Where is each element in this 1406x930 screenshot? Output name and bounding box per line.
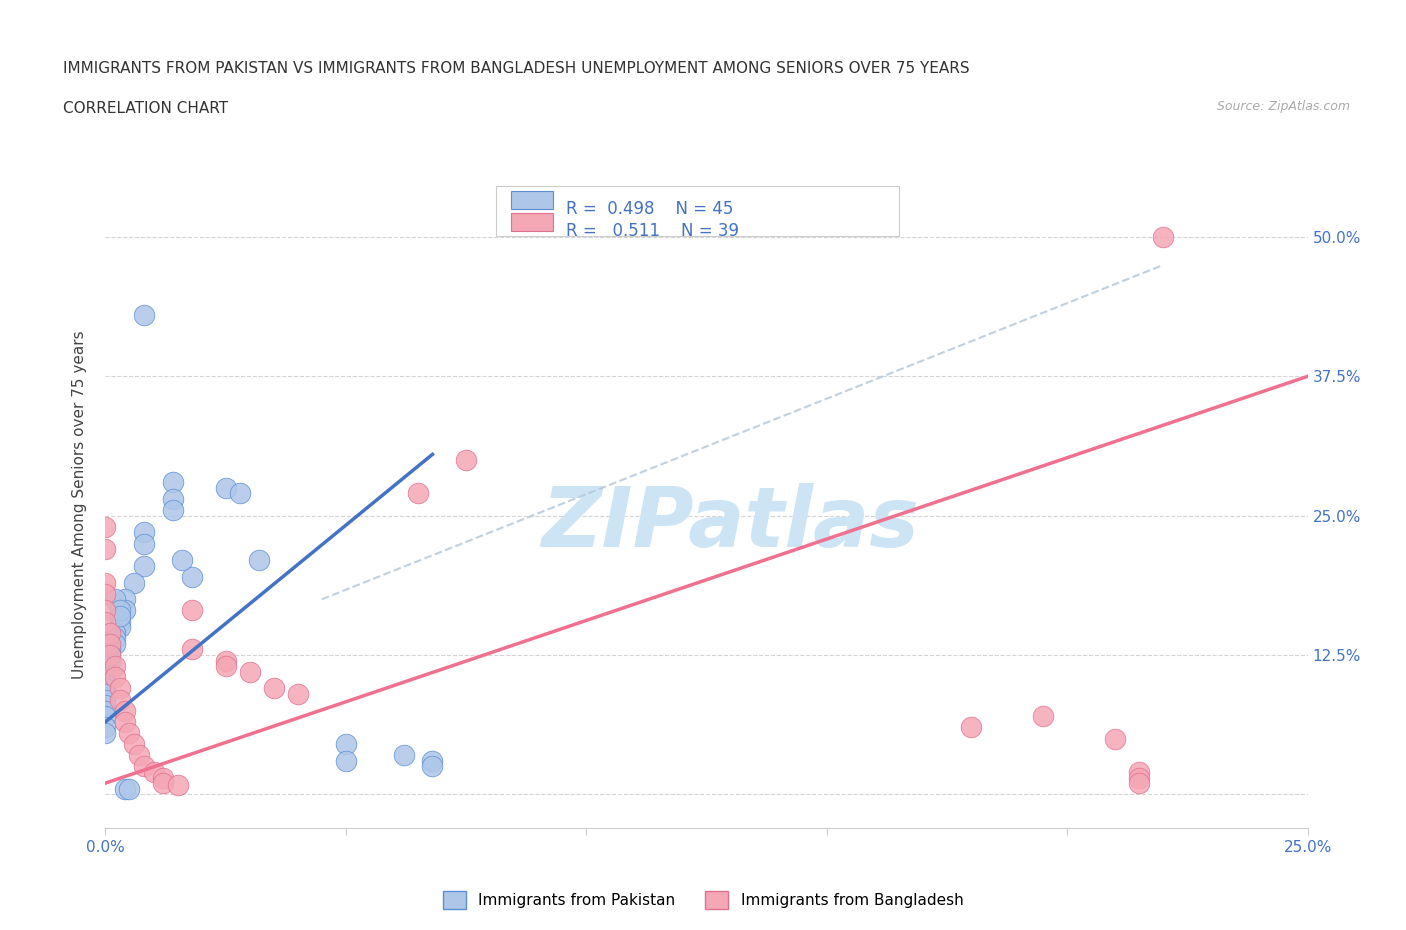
Point (1032, 709, 1054, 724)
Point (94, 670, 117, 684)
Point (114, 603, 136, 618)
Point (98, 636, 121, 651)
Point (108, 692, 131, 707)
Point (1104, 731, 1126, 746)
Point (422, 753, 444, 768)
Point (118, 781, 141, 796)
Text: R =  0.498    N = 45: R = 0.498 N = 45 (565, 200, 734, 219)
Point (94, 586, 117, 601)
Point (335, 737, 357, 751)
Point (94, 658, 117, 673)
Point (152, 770, 174, 785)
Point (960, 720, 983, 735)
Point (162, 475, 184, 490)
Point (162, 502, 184, 517)
Point (132, 308, 155, 323)
Point (94, 692, 117, 707)
Point (132, 536, 155, 551)
Point (94, 725, 117, 740)
FancyBboxPatch shape (510, 213, 553, 232)
Point (132, 759, 155, 774)
Point (392, 748, 415, 763)
Legend: Immigrants from Pakistan, Immigrants from Bangladesh: Immigrants from Pakistan, Immigrants fro… (436, 885, 970, 915)
Point (152, 776, 174, 790)
Point (335, 753, 357, 768)
Point (118, 725, 141, 740)
Point (162, 492, 184, 507)
Point (94, 675, 117, 690)
Point (94, 603, 117, 618)
Point (454, 453, 477, 468)
Point (1128, 770, 1150, 785)
Point (263, 681, 285, 696)
Point (114, 591, 136, 606)
Point (128, 748, 150, 763)
Point (247, 552, 270, 567)
Point (214, 658, 236, 673)
Point (94, 681, 117, 696)
Point (114, 781, 136, 796)
Point (104, 625, 127, 640)
Point (94, 575, 117, 590)
Point (1152, 230, 1174, 245)
Point (214, 653, 236, 668)
Point (94, 614, 117, 629)
Point (142, 764, 165, 779)
Point (132, 525, 155, 539)
Point (287, 686, 309, 701)
Point (422, 759, 444, 774)
Point (166, 777, 188, 792)
Point (114, 703, 136, 718)
Point (94, 709, 117, 724)
Point (406, 486, 429, 501)
Point (108, 619, 131, 634)
Point (98, 647, 121, 662)
Text: ZIPatlas: ZIPatlas (541, 484, 920, 565)
Point (124, 737, 146, 751)
Point (132, 558, 155, 573)
Point (239, 664, 262, 679)
Text: CORRELATION CHART: CORRELATION CHART (63, 101, 228, 116)
Point (104, 591, 127, 606)
Point (1128, 764, 1150, 779)
Point (98, 653, 121, 668)
Point (108, 681, 131, 696)
Y-axis label: Unemployment Among Seniors over 75 years: Unemployment Among Seniors over 75 years (72, 330, 87, 679)
Point (94, 720, 117, 735)
Point (94, 519, 117, 534)
Point (94, 664, 117, 679)
Point (181, 642, 204, 657)
FancyBboxPatch shape (510, 191, 553, 209)
Point (229, 486, 252, 501)
Point (172, 552, 194, 567)
Point (214, 481, 236, 496)
Point (124, 575, 146, 590)
Point (108, 608, 131, 623)
Text: R =   0.511    N = 39: R = 0.511 N = 39 (565, 222, 740, 240)
Point (104, 636, 127, 651)
Point (94, 703, 117, 718)
Text: Source: ZipAtlas.com: Source: ZipAtlas.com (1216, 100, 1350, 113)
Point (108, 603, 131, 618)
Point (104, 658, 127, 673)
Point (108, 614, 131, 629)
Point (104, 670, 127, 684)
Text: IMMIGRANTS FROM PAKISTAN VS IMMIGRANTS FROM BANGLADESH UNEMPLOYMENT AMONG SENIOR: IMMIGRANTS FROM PAKISTAN VS IMMIGRANTS F… (63, 61, 970, 76)
Point (94, 541, 117, 556)
Point (181, 603, 204, 618)
FancyBboxPatch shape (496, 186, 898, 236)
Point (1128, 776, 1150, 790)
Point (94, 686, 117, 701)
Point (181, 569, 204, 584)
Point (94, 698, 117, 712)
Point (104, 631, 127, 645)
Point (98, 625, 121, 640)
Point (114, 714, 136, 729)
Point (98, 647, 121, 662)
Point (98, 642, 121, 657)
